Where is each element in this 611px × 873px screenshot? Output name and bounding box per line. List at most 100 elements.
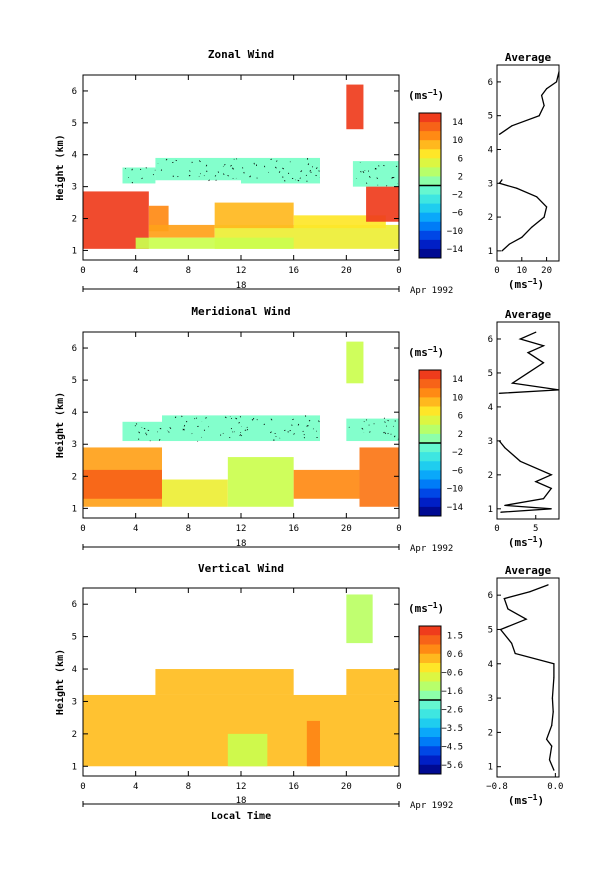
panel-title: Meridional Wind [191,305,290,318]
profile-y-tick-label: 3 [488,437,493,447]
y-tick-label: 4 [72,665,77,675]
profile-y-tick-label: 2 [488,213,493,223]
x-tick-label: 12 [236,266,247,276]
data-region [366,186,399,222]
profile-title: Average [505,564,552,577]
colorbar-tick-label: 1.5 [447,631,463,641]
profile-point [553,663,555,665]
data-region [306,720,320,767]
data-region [162,479,228,507]
data-region [227,733,268,767]
profile-point [500,628,502,631]
profile-point [504,504,506,507]
colorbar-band [419,221,441,232]
month-label: Apr 1992 [410,801,453,811]
colorbar-band [419,212,441,223]
colorbar-band [419,415,441,426]
profile-point [527,372,529,374]
colorbar-band [419,433,441,444]
y-axis-label: Height (km) [54,392,66,458]
data-region [346,418,399,442]
profile-y-tick-label: 5 [488,625,493,635]
x-tick-label: 12 [236,524,247,534]
colorbar-band [419,149,441,159]
x-tick-label: 16 [288,782,299,792]
profile-point [546,738,548,740]
zero-contour [348,417,399,440]
data-region [227,457,294,507]
date-label: 18 [236,539,247,549]
colorbar-band [419,388,441,398]
y-tick-label: 3 [72,697,77,707]
colorbar-band [419,122,441,132]
x-tick-label: 4 [133,524,138,534]
profile-point [550,474,552,476]
profile-point [543,104,545,107]
x-tick-label: 0 [396,524,401,534]
colorbar-unit: (ms−1) [408,88,444,102]
colorbar-band [419,727,441,738]
y-tick-label: 3 [72,440,77,450]
colorbar-band [419,379,441,389]
x-tick-label: 4 [133,266,138,276]
profile-point [543,216,545,218]
y-axis-label: Height (km) [54,649,66,715]
colorbar-tick-label: −2 [452,448,463,458]
zero-contour [355,162,398,187]
profile-point [550,508,552,510]
zero-contour [157,158,238,182]
y-tick-label: 1 [72,762,77,772]
colorbar-tick-label: −10 [447,485,463,495]
y-tick-label: 2 [72,215,77,225]
x-tick-label: 20 [341,782,352,792]
profile-y-tick-label: 3 [488,694,493,704]
profile-point [541,94,543,97]
profile-point [542,362,545,364]
profile-x-tick-label: 20 [541,266,552,276]
profile-y-tick-label: 1 [488,763,493,773]
data-region [122,167,156,184]
profile-x-label: (ms−1) [508,277,544,291]
profile-point [548,759,551,761]
colorbar-band [419,635,441,645]
x-tick-label: 0 [396,266,401,276]
profile-line [498,71,560,252]
x-tick-label: 0 [80,266,85,276]
colorbar-tick-label: 2 [458,430,463,440]
colorbar-band [419,644,441,655]
colorbar-tick-label: 2 [458,172,463,182]
colorbar-band [419,470,441,480]
profile-point [511,125,513,127]
profile-y-tick-label: 1 [488,247,493,257]
data-region [359,447,399,507]
profile-frame [496,577,560,778]
profile-line [498,331,560,513]
profile-point [535,481,537,483]
profile-point [527,351,529,354]
profile-title: Average [505,51,552,64]
profile-point [558,389,560,391]
colorbar-band [419,700,441,710]
zero-contour [124,167,156,184]
zero-contour [242,157,320,182]
date-label: 18 [236,796,247,806]
colorbar-tick-label: −14 [447,503,463,513]
profile-point [516,187,518,189]
y-tick-label: 2 [72,730,77,740]
profile-point [525,618,527,620]
profile-point [510,642,513,644]
colorbar-band [419,140,441,150]
y-tick-label: 6 [72,600,77,610]
colorbar-band [419,718,441,729]
month-label: Apr 1992 [410,286,453,296]
data-region [346,341,364,384]
x-tick-label: 4 [133,782,138,792]
y-tick-label: 6 [72,87,77,97]
data-region [214,202,294,229]
profile-x-tick-label: −0.8 [486,782,508,792]
colorbar-band [419,737,441,747]
y-tick-label: 1 [72,246,77,256]
x-tick-label: 8 [186,782,191,792]
